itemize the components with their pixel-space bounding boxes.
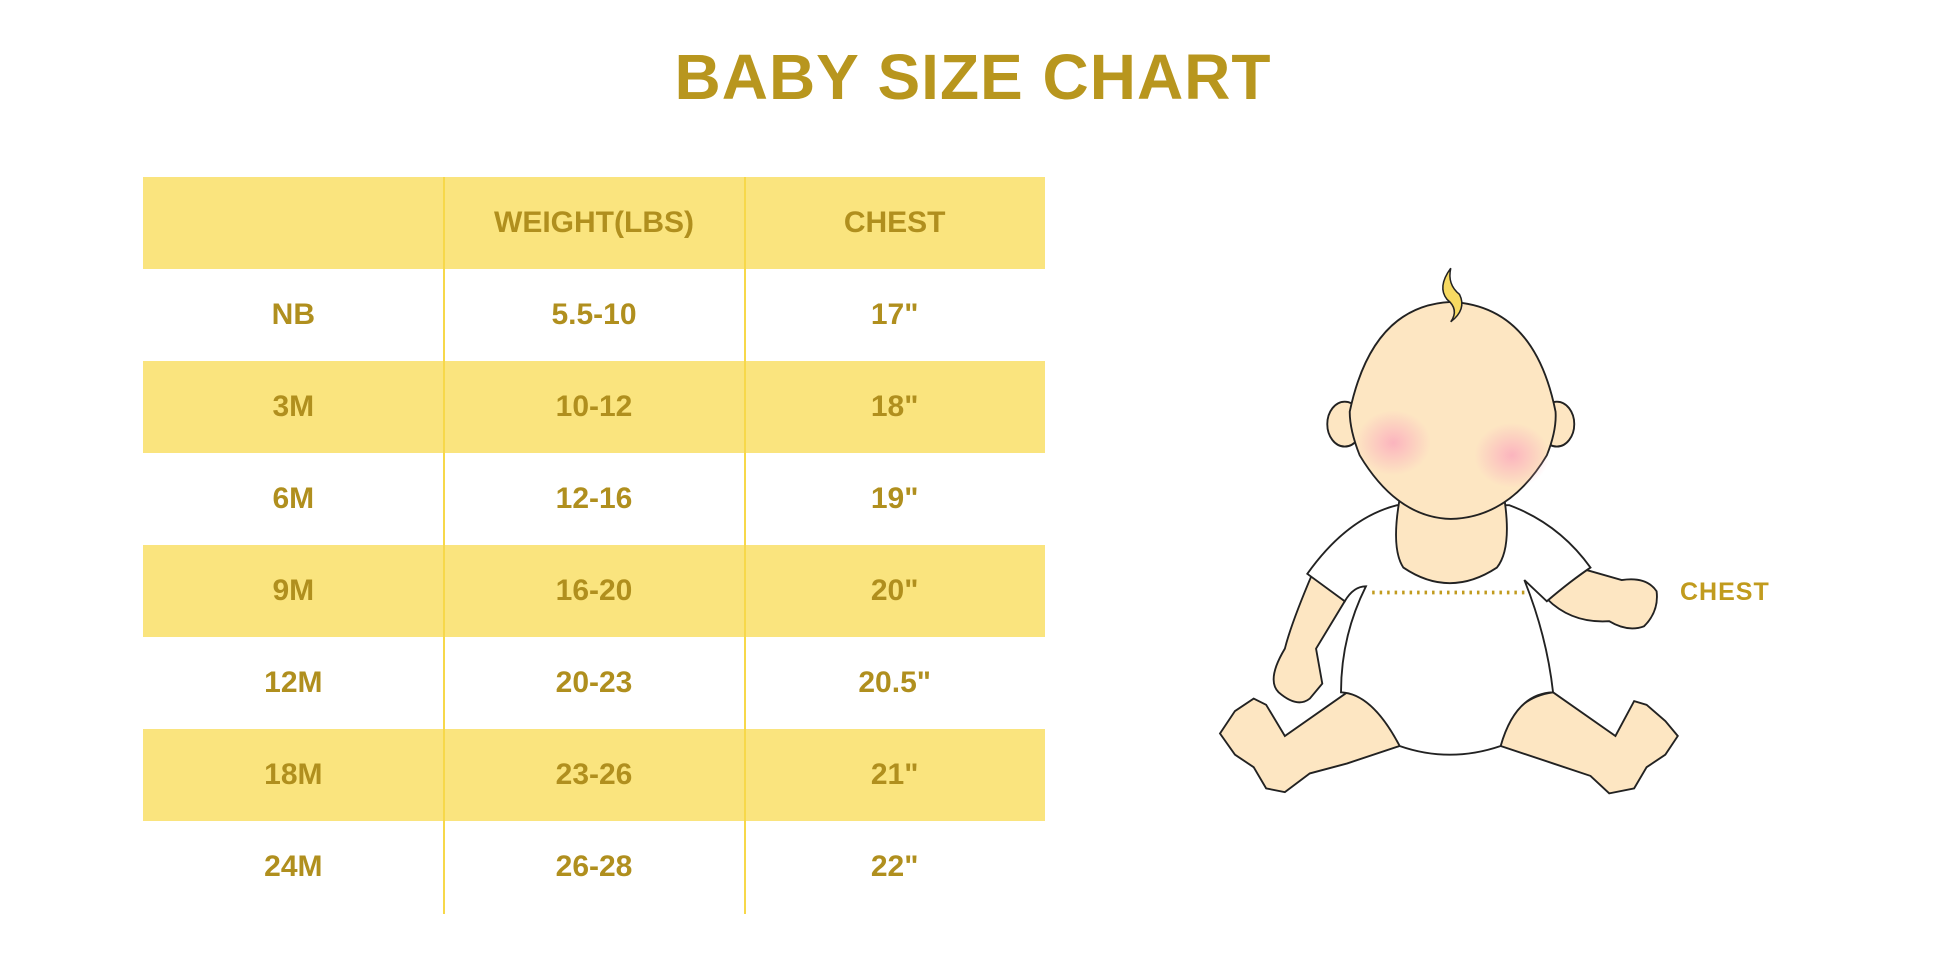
right-leg	[1499, 691, 1679, 795]
header-weight: WEIGHT(LBS)	[494, 206, 694, 239]
neck	[1395, 498, 1508, 584]
column-divider	[443, 177, 445, 914]
weight-cell: 23-26	[555, 758, 633, 791]
size-cell: 9M	[272, 574, 315, 607]
size-cell: NB	[271, 298, 315, 331]
chest-cell: 17"	[870, 298, 919, 331]
size-cell: 18M	[264, 758, 323, 791]
weight-cell: 20-23	[555, 666, 633, 699]
page-title: BABY SIZE CHART	[674, 41, 1272, 113]
table-row: NB 5.5-10 17"	[143, 269, 1045, 361]
left-arm	[1272, 572, 1346, 704]
head	[1348, 300, 1557, 520]
chest-cell: 20"	[870, 574, 919, 607]
bodysuit	[1306, 504, 1592, 756]
weight-cell: 5.5-10	[551, 298, 637, 331]
size-cell: 12M	[264, 666, 323, 699]
table-row: 3M 10-12 18"	[143, 361, 1045, 453]
header-chest: CHEST	[843, 206, 946, 239]
weight-cell: 26-28	[555, 850, 633, 883]
table-row: 24M 26-28 22"	[143, 821, 1045, 913]
right-cheek-blush	[1474, 422, 1550, 488]
table-row: 18M 23-26 21"	[143, 729, 1045, 821]
column-divider	[744, 177, 746, 914]
left-cheek-blush	[1355, 410, 1431, 476]
table-header-row: WEIGHT(LBS) CHEST	[143, 177, 1045, 269]
weight-cell: 12-16	[555, 482, 633, 515]
size-cell: 6M	[272, 482, 315, 515]
weight-cell: 10-12	[555, 390, 633, 423]
table-row: 9M 16-20 20"	[143, 545, 1045, 637]
chest-cell: 18"	[870, 390, 919, 423]
table-row: 6M 12-16 19"	[143, 453, 1045, 545]
hair-curl	[1442, 267, 1463, 323]
table-row: 12M 20-23 20.5"	[143, 637, 1045, 729]
chest-cell: 22"	[870, 850, 919, 883]
chest-cell: 21"	[870, 758, 919, 791]
chest-cell: 19"	[870, 482, 919, 515]
size-cell: 24M	[264, 850, 323, 883]
weight-cell: 16-20	[555, 574, 633, 607]
right-arm	[1545, 569, 1658, 630]
size-cell: 3M	[272, 390, 315, 423]
chest-cell: 20.5"	[858, 666, 931, 699]
size-table: WEIGHT(LBS) CHEST NB 5.5-10 17" 3M 10-12…	[143, 177, 1045, 913]
chest-label: CHEST	[1680, 578, 1770, 606]
